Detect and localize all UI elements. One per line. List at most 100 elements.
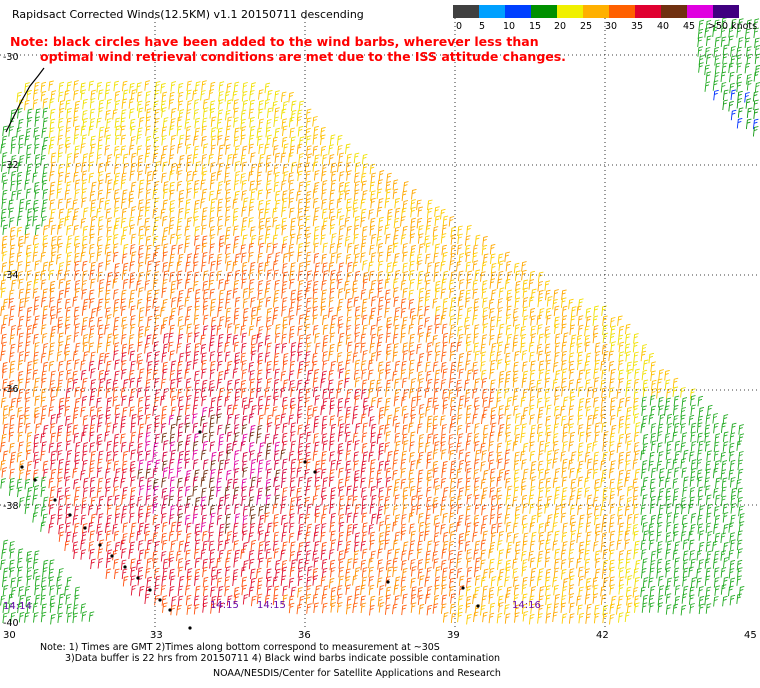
wind-barb [434,215,441,226]
wind-barb [209,441,216,452]
wind-barb [122,575,129,587]
wind-barb [329,404,335,415]
wind-barb [360,172,367,184]
wind-barb [617,485,624,497]
wind-barb [25,261,31,272]
wind-barb [194,297,201,308]
wind-barb [265,449,272,460]
wind-barb [232,368,239,379]
wind-barb [112,549,118,561]
wind-barb [80,431,87,442]
wind-barb [114,404,121,415]
wind-barb [81,325,87,336]
wind-barb [210,135,217,146]
wind-barb [185,161,192,172]
wind-barb [632,587,639,598]
wind-barb [201,135,207,147]
wind-barb [385,298,391,309]
wind-barb [562,541,568,552]
wind-barb [226,271,233,283]
wind-barb [121,460,128,472]
wind-barb [545,539,551,550]
wind-barb [338,575,345,587]
wind-barb [177,100,184,111]
wind-barb [458,514,464,526]
wind-barb [369,163,376,175]
wind-barb [73,406,79,418]
wind-barb [546,459,553,470]
wind-barb [241,478,247,489]
wind-barb [723,541,729,553]
wind-barb [400,458,407,470]
wind-barb [346,440,353,451]
wind-barb [392,351,399,362]
wind-barb [113,334,119,345]
wind-barb [305,458,312,469]
wind-barb [601,532,608,543]
wind-barb [152,514,159,526]
colorbar-label: 30 [605,21,618,32]
wind-barb [209,288,216,300]
wind-barb [296,603,303,615]
wind-barb [146,179,152,191]
wind-barb [353,224,360,236]
wind-barb [137,540,144,551]
wind-barb [592,332,599,344]
wind-barb [336,352,343,363]
colorbar-swatch [609,5,635,18]
wind-barb [49,595,56,606]
wind-barb [402,342,408,353]
wind-barb [466,224,472,236]
wind-barb [456,424,463,436]
wind-barb [129,323,136,335]
wind-barb [602,576,609,588]
wind-barb [520,478,527,489]
wind-barb [345,603,352,615]
wind-barb [48,98,55,109]
wind-barb [346,316,352,328]
wind-barb [545,307,552,319]
wind-barb [562,458,568,470]
wind-barb [464,316,470,328]
wind-barb [121,568,128,580]
wind-barb [641,460,648,471]
wind-barb [218,433,225,445]
wind-barb [240,154,247,166]
wind-barb [706,531,713,542]
wind-barb [498,260,505,271]
colorbar-label: >50 knots [708,21,758,32]
wind-barb [290,458,297,470]
wind-barb [641,344,648,355]
wind-barb [56,351,63,362]
wind-barb [216,324,223,336]
wind-barb [730,494,737,506]
wind-barb [193,505,199,517]
wind-barb [488,586,495,598]
wind-barb [472,361,478,373]
wind-barb [504,251,510,263]
wind-barb [416,199,422,211]
wind-barb [264,512,270,523]
wind-barb [464,379,470,390]
wind-barb [529,503,535,514]
wind-barb [689,476,696,487]
wind-barb [138,206,145,217]
wind-barb [225,307,232,319]
wind-barb [121,269,128,280]
wind-barb [616,539,623,551]
wind-barb [266,585,273,597]
wind-barb [474,234,481,246]
wind-barb [650,440,657,451]
wind-barb [210,298,216,310]
wind-barb [521,550,527,562]
wind-barb [42,468,49,480]
wind-barb [82,225,89,237]
wind-barb [729,432,736,443]
wind-barb [378,216,384,228]
wind-barb [616,388,623,400]
wind-barb [368,451,374,462]
wind-barb [152,127,159,139]
wind-barb [546,404,552,416]
wind-barb [296,413,303,424]
wind-barb [594,523,601,534]
